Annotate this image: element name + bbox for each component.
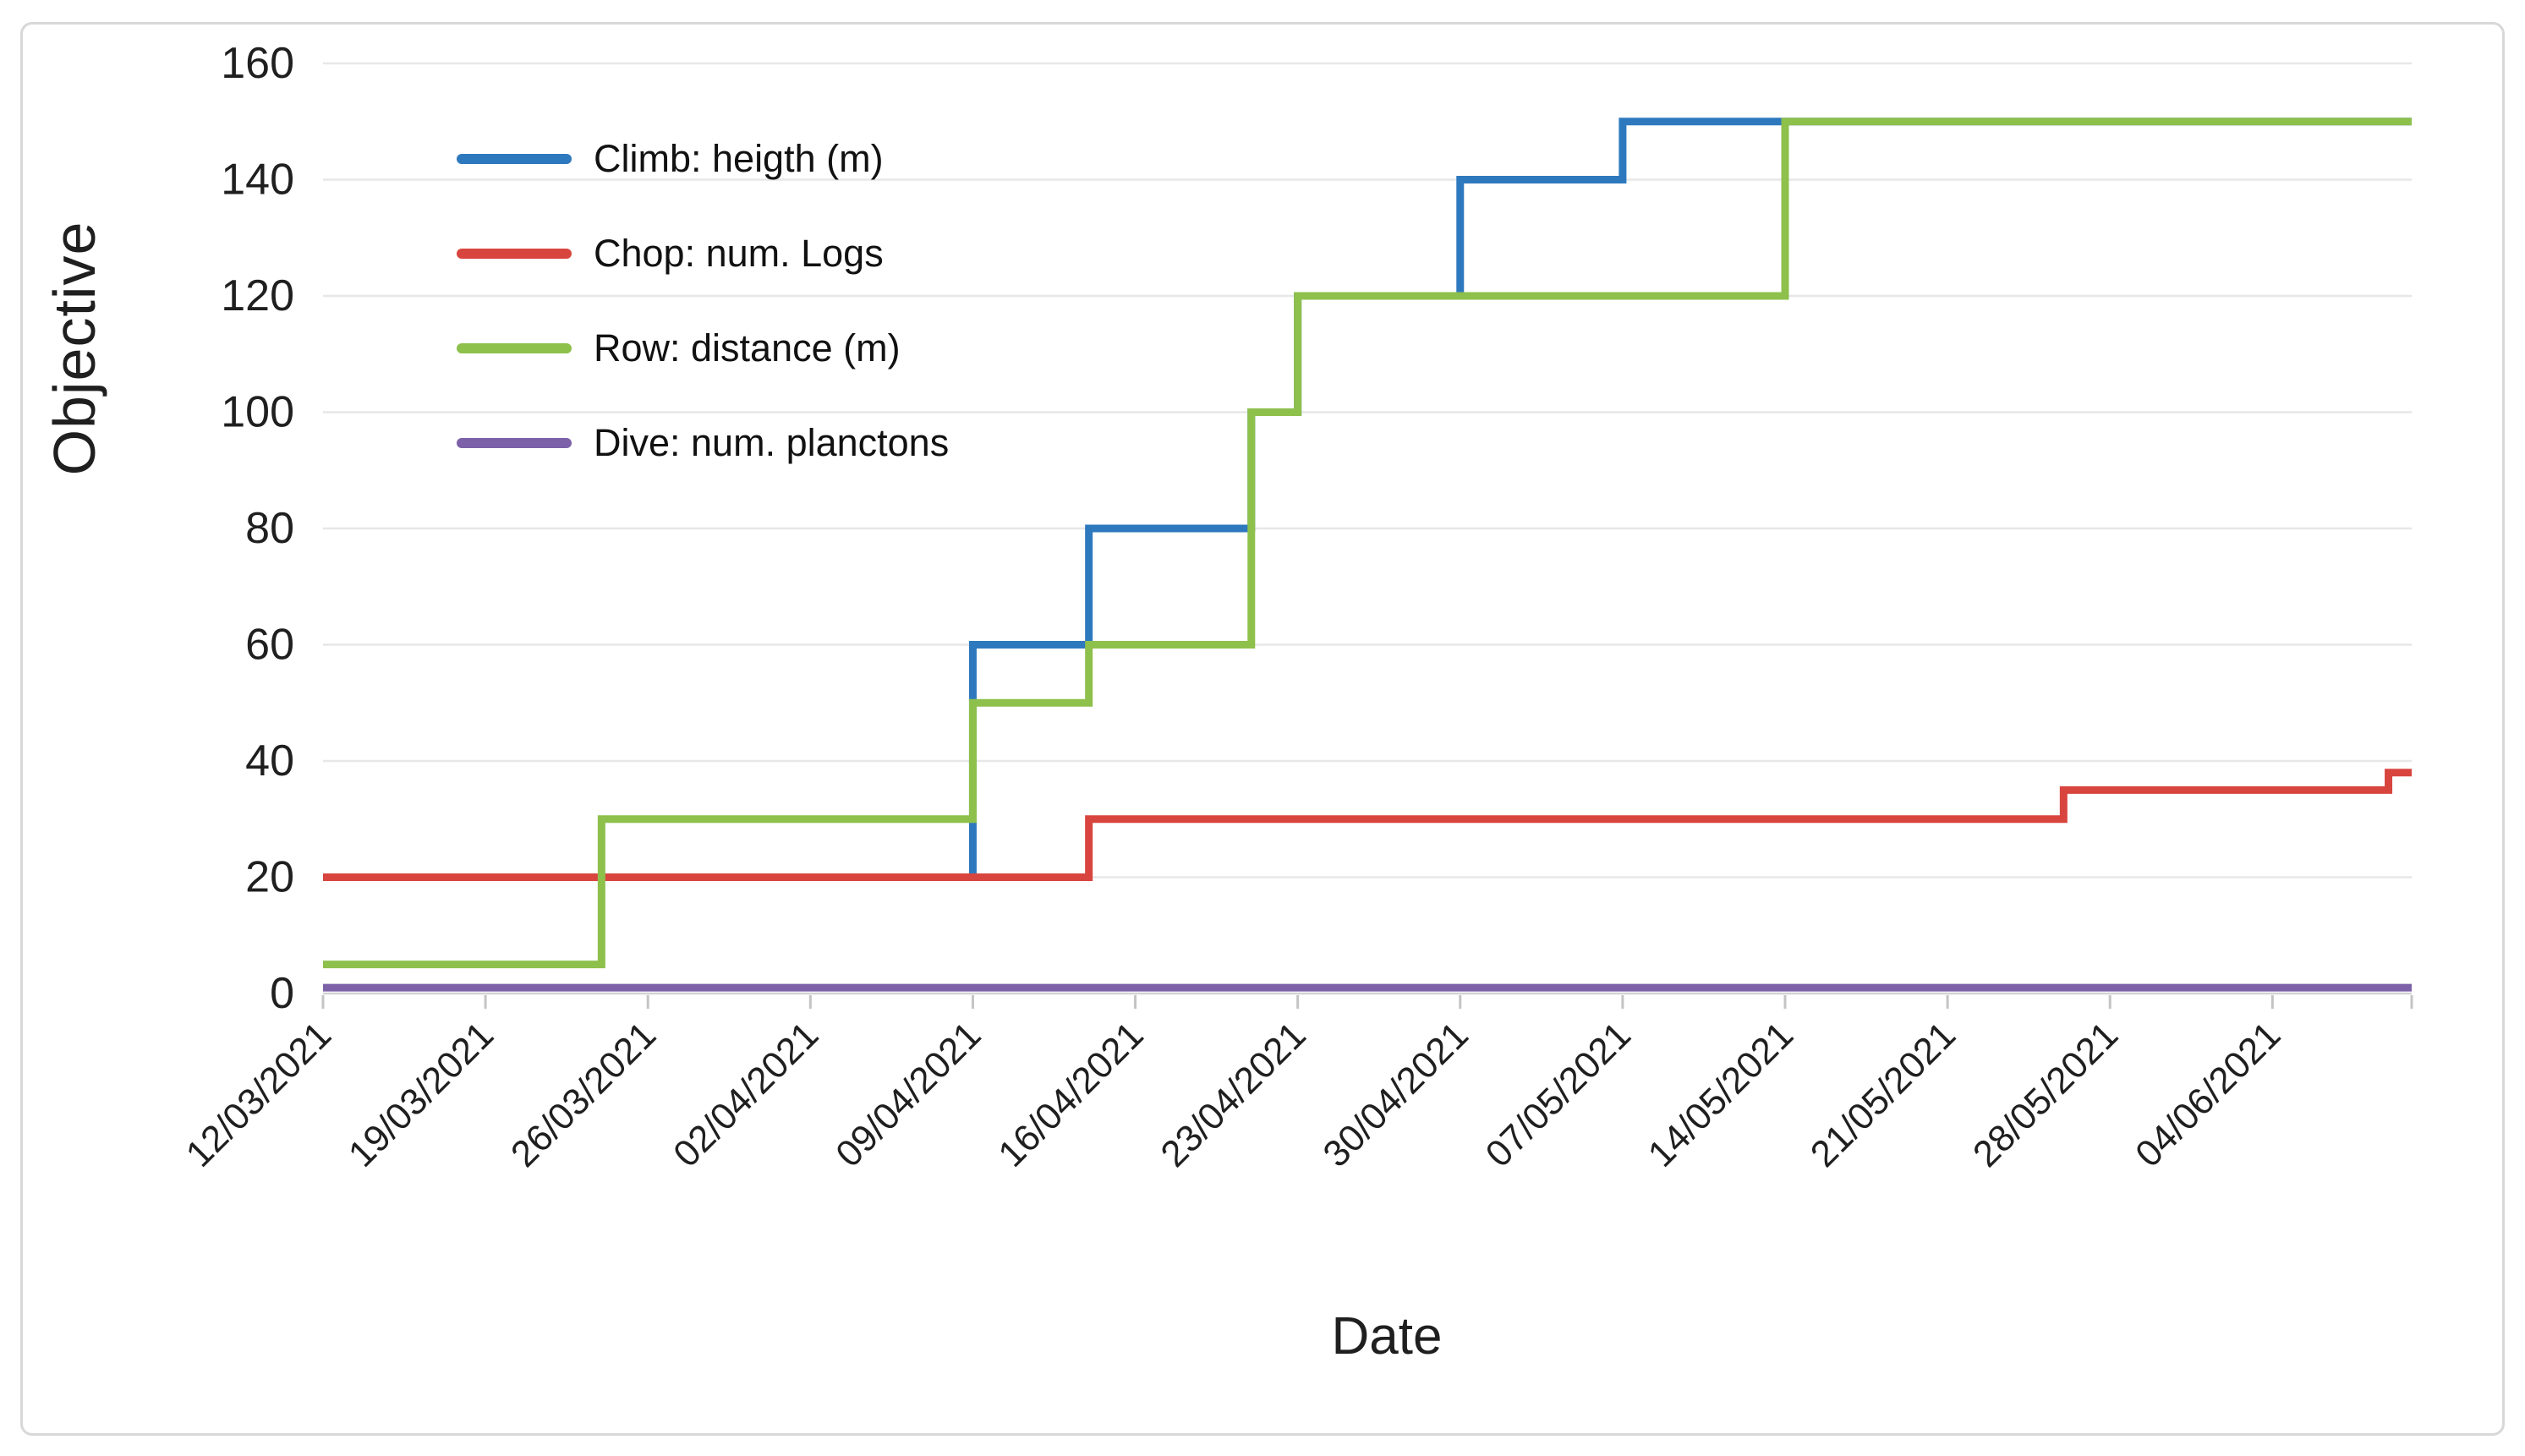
x-tick-label: 30/04/2021: [1315, 1014, 1476, 1174]
legend-swatch-row: [457, 343, 572, 353]
y-tick-label: 40: [245, 736, 294, 785]
x-tick-label: 12/03/2021: [178, 1014, 339, 1174]
series-line-row: [323, 118, 2412, 969]
legend-swatch-climb: [457, 154, 572, 164]
x-tick-label: 14/05/2021: [1640, 1014, 1801, 1174]
x-tick-label: 26/03/2021: [503, 1014, 664, 1174]
y-axis-title: Objective: [41, 221, 107, 476]
x-tick-label: 07/05/2021: [1478, 1014, 1639, 1174]
x-axis-title: Date: [1331, 1307, 1443, 1366]
legend-label-climb: Climb: heigth (m): [594, 137, 884, 180]
x-tick-label: 09/04/2021: [828, 1014, 989, 1174]
legend-label-row: Row: distance (m): [594, 326, 901, 369]
x-tick-label: 23/04/2021: [1153, 1014, 1313, 1174]
y-tick-label: 80: [245, 504, 294, 553]
legend-item-climb: Climb: heigth (m): [457, 112, 949, 206]
y-tick-label: 100: [221, 388, 294, 437]
y-tick-label: 120: [221, 271, 294, 320]
legend-swatch-dive: [457, 438, 572, 448]
y-tick-label: 140: [221, 156, 294, 205]
legend-item-dive: Dive: num. planctons: [457, 396, 949, 490]
x-tick-label: 02/04/2021: [665, 1014, 826, 1174]
y-tick-label: 0: [270, 969, 294, 1018]
chart-frame: [20, 22, 2505, 1436]
legend-label-chop: Chop: num. Logs: [594, 232, 884, 275]
x-tick-label: 28/05/2021: [1965, 1014, 2126, 1174]
legend-item-chop: Chop: num. Logs: [457, 206, 949, 301]
series-line-chop: [323, 769, 2412, 881]
x-tick-label: 19/03/2021: [341, 1014, 501, 1174]
y-tick-label: 20: [245, 853, 294, 902]
legend-swatch-chop: [457, 249, 572, 259]
legend: Climb: heigth (m) Chop: num. Logs Row: d…: [457, 112, 949, 490]
x-tick-label: 04/06/2021: [2128, 1014, 2288, 1174]
y-tick-label: 60: [245, 621, 294, 670]
legend-label-dive: Dive: num. planctons: [594, 421, 950, 464]
x-tick-label: 16/04/2021: [990, 1014, 1151, 1174]
x-tick-label: 21/05/2021: [1803, 1014, 1964, 1174]
legend-item-row: Row: distance (m): [457, 301, 949, 396]
y-tick-label: 160: [221, 39, 294, 88]
